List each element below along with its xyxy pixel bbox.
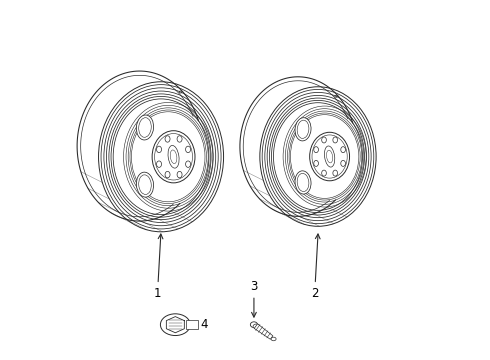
Bar — [186, 320, 198, 329]
Text: 1: 1 — [154, 234, 163, 300]
Ellipse shape — [152, 131, 195, 183]
Ellipse shape — [253, 324, 260, 329]
Ellipse shape — [271, 337, 276, 341]
Ellipse shape — [250, 322, 258, 328]
Ellipse shape — [295, 118, 311, 141]
Ellipse shape — [310, 132, 349, 181]
Ellipse shape — [136, 172, 153, 197]
Text: 4: 4 — [187, 318, 208, 331]
Ellipse shape — [295, 171, 311, 194]
Text: 2: 2 — [311, 234, 320, 300]
Ellipse shape — [160, 314, 190, 336]
Ellipse shape — [168, 145, 179, 168]
Text: 3: 3 — [250, 279, 258, 317]
Polygon shape — [254, 324, 273, 339]
Ellipse shape — [136, 115, 153, 140]
Ellipse shape — [324, 146, 335, 167]
